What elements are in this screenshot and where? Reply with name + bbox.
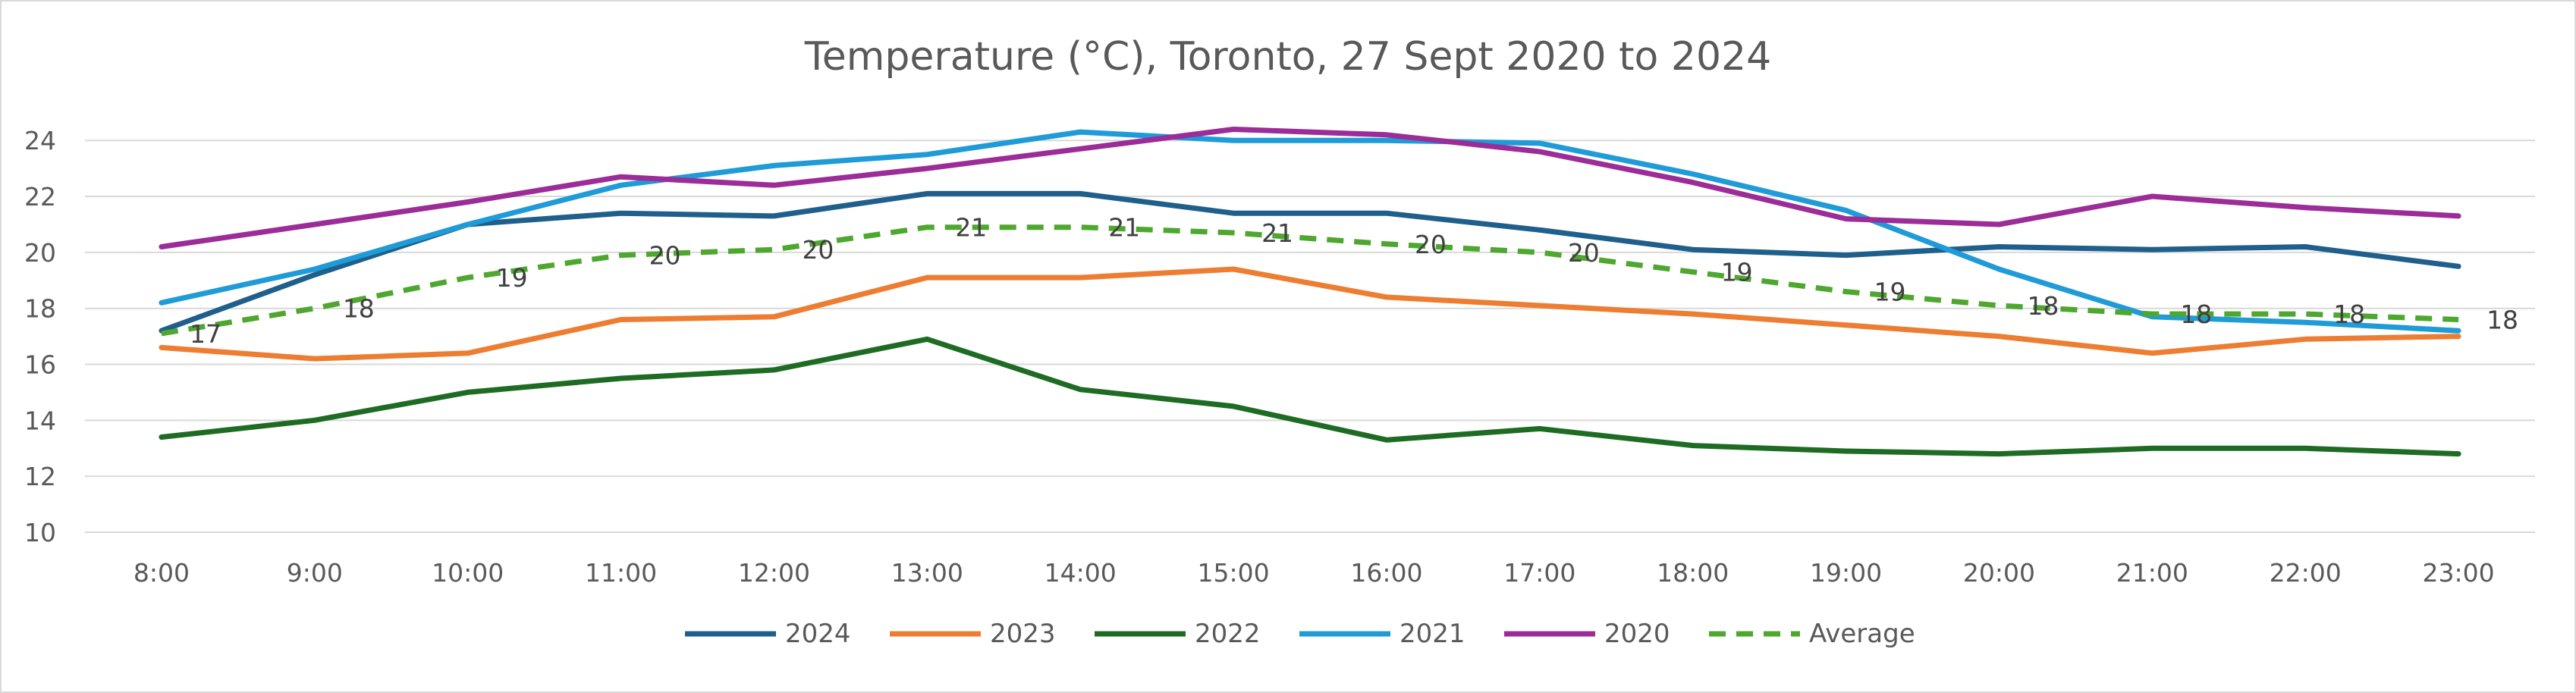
data-label: 19 bbox=[1721, 258, 1753, 287]
data-label: 20 bbox=[1415, 230, 1447, 259]
legend-label: Average bbox=[1809, 619, 1915, 649]
data-label: 20 bbox=[1568, 238, 1600, 268]
y-axis-ticks: 10 12 14 16 18 20 22 24 bbox=[24, 126, 56, 547]
x-axis-ticks: 8:00 9:00 10:00 11:00 12:00 13:00 14:00 15:00 16… bbox=[134, 558, 2495, 588]
legend-label: 2020 bbox=[1604, 619, 1670, 649]
series-line-2024 bbox=[159, 190, 2461, 334]
x-tick-label: 23:00 bbox=[2423, 558, 2495, 588]
legend-item-2020: 2020 bbox=[1504, 619, 1670, 649]
x-tick-label: 22:00 bbox=[2270, 558, 2342, 588]
data-label: 18 bbox=[2027, 291, 2059, 321]
x-tick-label: 9:00 bbox=[287, 558, 343, 588]
x-tick-label: 17:00 bbox=[1503, 558, 1575, 588]
series-line-2020 bbox=[159, 127, 2461, 249]
y-tick-label: 10 bbox=[24, 518, 56, 547]
data-label: 20 bbox=[802, 235, 834, 265]
data-label: 21 bbox=[955, 213, 987, 243]
x-tick-label: 20:00 bbox=[1963, 558, 2035, 588]
legend-item-2021: 2021 bbox=[1299, 619, 1465, 649]
legend-label: 2024 bbox=[785, 619, 851, 649]
x-tick-label: 19:00 bbox=[1810, 558, 1882, 588]
data-label: 17 bbox=[190, 319, 221, 349]
y-tick-label: 12 bbox=[24, 462, 56, 491]
data-labels: 17 18 19 20 20 21 21 21 20 20 19 19 18 18 18 18 bbox=[190, 213, 2518, 349]
series-lines bbox=[159, 127, 2461, 457]
legend-label: 2022 bbox=[1195, 619, 1261, 649]
series-line-average bbox=[161, 224, 2459, 337]
data-label: 19 bbox=[496, 263, 528, 293]
legend: 2024 2023 2022 2021 2020 Average bbox=[685, 619, 1915, 649]
x-tick-label: 15:00 bbox=[1198, 558, 1270, 588]
y-tick-label: 24 bbox=[24, 126, 56, 155]
series-line-2021 bbox=[159, 129, 2461, 334]
x-tick-label: 12:00 bbox=[738, 558, 810, 588]
legend-item-2023: 2023 bbox=[890, 619, 1056, 649]
y-tick-label: 20 bbox=[24, 238, 56, 268]
x-tick-label: 21:00 bbox=[2116, 558, 2188, 588]
x-tick-label: 16:00 bbox=[1350, 558, 1422, 588]
y-tick-label: 14 bbox=[24, 406, 56, 435]
x-tick-label: 18:00 bbox=[1657, 558, 1729, 588]
x-tick-label: 13:00 bbox=[891, 558, 963, 588]
data-label: 18 bbox=[343, 294, 375, 324]
legend-item-2024: 2024 bbox=[685, 619, 851, 649]
data-label: 18 bbox=[2486, 305, 2518, 334]
data-label: 18 bbox=[2333, 299, 2365, 329]
legend-label: 2021 bbox=[1400, 619, 1465, 649]
data-label: 18 bbox=[2180, 299, 2212, 329]
legend-item-2022: 2022 bbox=[1095, 619, 1261, 649]
series-line-2023 bbox=[159, 266, 2461, 362]
data-label: 20 bbox=[649, 241, 681, 271]
x-tick-label: 8:00 bbox=[134, 558, 190, 588]
x-tick-label: 10:00 bbox=[432, 558, 504, 588]
legend-label: 2023 bbox=[990, 619, 1056, 649]
y-tick-label: 22 bbox=[24, 182, 56, 212]
y-tick-label: 16 bbox=[24, 350, 56, 380]
data-label: 21 bbox=[1108, 213, 1140, 243]
data-label: 21 bbox=[1261, 218, 1293, 248]
data-label: 19 bbox=[1874, 278, 1906, 307]
chart-title: Temperature (°C), Toronto, 27 Sept 2020 … bbox=[804, 34, 1771, 80]
x-tick-label: 14:00 bbox=[1045, 558, 1117, 588]
legend-item-average: Average bbox=[1709, 619, 1915, 649]
y-tick-label: 18 bbox=[24, 294, 56, 324]
x-tick-label: 11:00 bbox=[585, 558, 657, 588]
series-line-2022 bbox=[159, 336, 2461, 457]
